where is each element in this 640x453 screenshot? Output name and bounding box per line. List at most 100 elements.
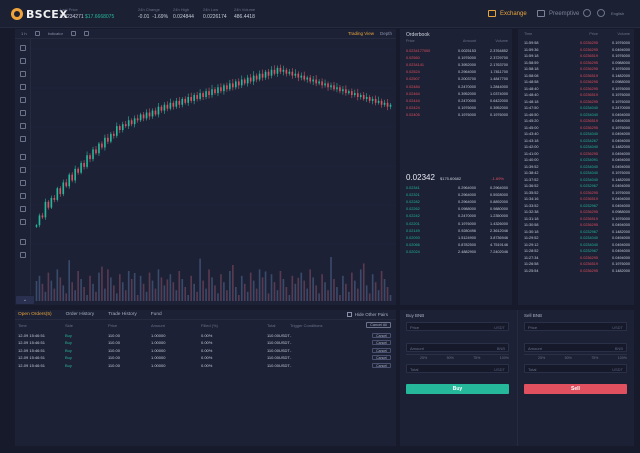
tab-trading-view[interactable]: Trading View <box>347 31 374 36</box>
volume-bar <box>83 287 85 301</box>
orderbook-row[interactable]: 0.02484 0.2470000 1.2844000 <box>406 83 508 90</box>
percent-100[interactable]: 100% <box>499 356 509 360</box>
percent-100[interactable]: 100% <box>617 356 627 360</box>
drawing-toolbar <box>15 39 31 295</box>
buy-price-field[interactable]: Price USDT <box>406 322 509 331</box>
orderbook-row[interactable]: 0.02262 0.0988000 0.9880000 <box>406 206 508 213</box>
zoom-icon[interactable] <box>20 167 26 173</box>
volume-bar <box>312 277 314 301</box>
orderbook-amount: 0.2003700 <box>458 77 476 82</box>
candle-body <box>139 114 142 121</box>
lock-icon[interactable] <box>20 193 26 199</box>
settings-icon[interactable] <box>70 31 76 36</box>
buy-total-field[interactable]: Total USDT <box>406 364 509 373</box>
percent-25[interactable]: 25% <box>538 356 546 360</box>
nav-preemptive[interactable]: Preemptive <box>537 10 579 17</box>
orderbook-row[interactable]: 0.02444 0.2470000 0.6422000 <box>406 97 508 104</box>
tab-open-orders[interactable]: Open Orders(5) <box>18 312 52 317</box>
tab-fund[interactable]: Fund <box>150 312 162 317</box>
collapse-toolbar-button[interactable]: ⌄ <box>16 296 34 304</box>
orderbook-row[interactable]: 0.02405 0.1976000 0.1976000 <box>406 112 508 119</box>
orderbook-row[interactable]: 0.02282 0.2964000 0.8892000 <box>406 198 508 205</box>
percent-75[interactable]: 75% <box>473 356 481 360</box>
sell-button[interactable]: Sell <box>524 384 627 394</box>
logo[interactable]: BSCEX <box>11 7 68 21</box>
orderbook-row[interactable]: 0.02149 0.9280496 2.3612046 <box>406 227 508 234</box>
crosshair-icon[interactable] <box>20 45 26 51</box>
orderbook-row[interactable]: 0.02507 0.2003700 1.4847700 <box>406 76 508 83</box>
orderbook-row[interactable]: 0.02424 0.1976000 0.3952000 <box>406 105 508 112</box>
orderbook-row[interactable]: 0.02321 0.2964000 0.5928000 <box>406 191 508 198</box>
interval-select[interactable]: 1 h <box>21 31 27 36</box>
cancel-order-button[interactable]: Cancel <box>372 340 391 346</box>
sell-amount-field[interactable]: Amount BNB <box>524 343 627 352</box>
buy-percent-slider[interactable] <box>406 354 509 355</box>
pattern-icon[interactable] <box>20 110 26 116</box>
orderbook-row[interactable]: 0.0234141 0.3952000 2.1763700 <box>406 61 508 68</box>
candle-type-icon[interactable] <box>34 31 40 36</box>
language-select[interactable]: English <box>611 10 625 16</box>
orderbook-row[interactable]: 0.02024 2.4882900 7.2402046 <box>406 249 508 256</box>
ruler-icon[interactable] <box>20 154 26 160</box>
cancel-order-button[interactable]: Cancel <box>372 355 391 361</box>
volume-bar <box>321 274 323 301</box>
orderbook-row[interactable]: 0.02464 0.3952000 1.0374000 <box>406 90 508 97</box>
text-icon[interactable] <box>20 97 26 103</box>
sell-price-field[interactable]: Price USDT <box>524 322 627 331</box>
hide-other-pairs-toggle[interactable]: Hide Other Pairs <box>346 312 388 317</box>
trade-volume: 0.0494000 <box>612 112 630 117</box>
percent-75[interactable]: 75% <box>591 356 599 360</box>
sell-total-field[interactable]: Total USDT <box>524 364 627 373</box>
trend-line-icon[interactable] <box>20 58 26 64</box>
percent-25[interactable]: 25% <box>420 356 428 360</box>
percent-50[interactable]: 50% <box>446 356 454 360</box>
orderbook-row[interactable]: 0.02341 0.2964000 0.2964000 <box>406 184 508 191</box>
volume-bar <box>229 271 231 301</box>
orderbook-row[interactable]: 0.02242 0.2470000 1.2350000 <box>406 213 508 220</box>
cancel-order-button[interactable]: Cancel <box>372 347 391 353</box>
trash-icon[interactable] <box>20 219 26 225</box>
volume-bar <box>41 283 44 301</box>
multi-line-icon[interactable] <box>20 71 26 77</box>
volume-bar <box>306 288 309 301</box>
back-arrow-icon[interactable] <box>20 136 26 142</box>
orderbook-row[interactable]: 0.02201 0.1976000 1.4326000 <box>406 220 508 227</box>
delete-icon[interactable] <box>20 252 26 258</box>
sell-percent-slider[interactable] <box>524 354 627 355</box>
orderbook-row[interactable]: 0.02524 0.2964000 1.7811700 <box>406 69 508 76</box>
magnet-icon[interactable] <box>20 180 26 186</box>
indicator-button[interactable]: Indicator <box>47 31 63 36</box>
orderbook-row[interactable]: 0.02066 0.8782500 4.7519146 <box>406 242 508 249</box>
tab-order-history[interactable]: Order History <box>65 312 95 317</box>
order-trigger: - <box>290 340 292 346</box>
globe-icon[interactable] <box>597 9 605 17</box>
brush-icon[interactable] <box>20 84 26 90</box>
cancel-all-button[interactable]: Cancel All <box>366 322 391 328</box>
trade-volume: 0.0494000 <box>612 242 630 247</box>
nav-exchange[interactable]: Exchange <box>488 10 527 17</box>
fullscreen-icon[interactable] <box>83 31 89 36</box>
trade-volume: 0.1976000 <box>612 54 630 59</box>
cancel-order-button[interactable]: Cancel <box>372 362 391 368</box>
cancel-order-button[interactable]: Cancel <box>372 333 391 338</box>
candlestick-chart[interactable] <box>31 39 396 305</box>
eye-icon[interactable] <box>20 206 26 212</box>
favorite-icon[interactable] <box>20 239 26 245</box>
tab-trade-history[interactable]: Trade History <box>108 312 137 317</box>
orderbook-row[interactable]: 0.0234177000 0.0025153 2.3764852 <box>406 47 508 54</box>
volume-bar <box>377 290 380 301</box>
bscex-logo-icon <box>11 8 23 20</box>
orderbook-amount: 0.8782500 <box>458 243 476 248</box>
buy-button[interactable]: Buy <box>406 384 509 394</box>
buy-amount-field[interactable]: Amount BNB <box>406 343 509 352</box>
fib-icon[interactable] <box>20 123 26 129</box>
orderbook-volume: 7.2402046 <box>490 250 508 255</box>
user-icon[interactable] <box>583 9 591 17</box>
percent-50[interactable]: 50% <box>564 356 572 360</box>
stat-value: 486.4418 <box>234 14 255 20</box>
tab-depth[interactable]: Depth <box>379 31 392 36</box>
orderbook-row[interactable]: 0.02093 1.5124900 3.8736946 <box>406 234 508 241</box>
checkbox-icon[interactable] <box>346 312 352 317</box>
orderbook-row[interactable]: 0.02560 0.1976000 2.3729700 <box>406 54 508 61</box>
orderbook-amount: 0.2964000 <box>458 192 476 197</box>
